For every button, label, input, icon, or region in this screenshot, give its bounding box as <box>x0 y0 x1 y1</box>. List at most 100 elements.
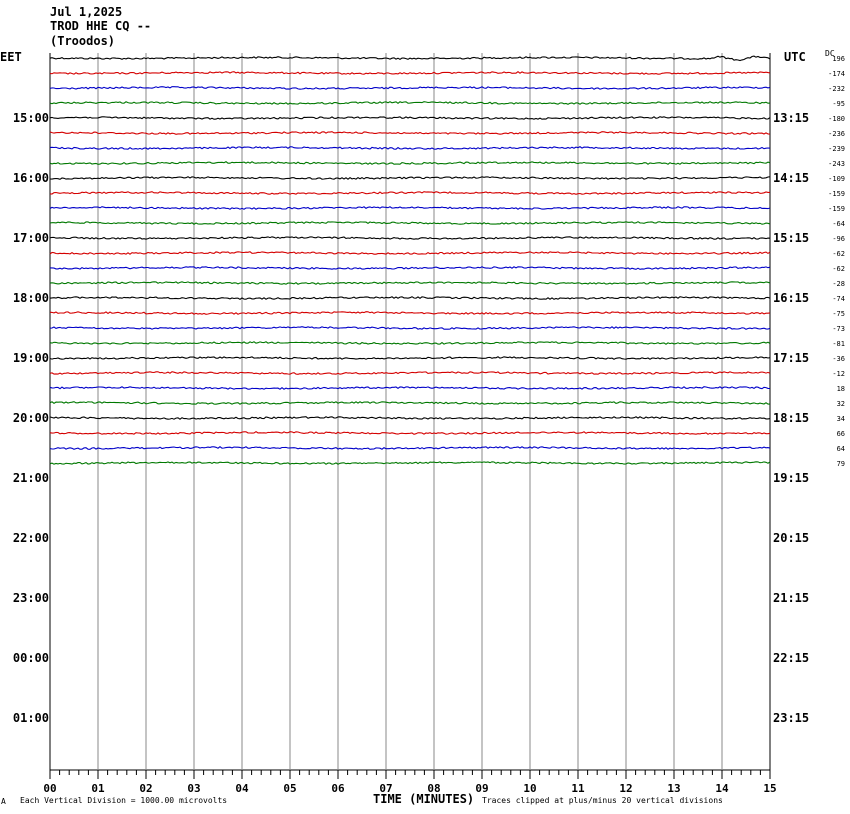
date-label: Jul 1,2025 <box>50 5 123 19</box>
location-label: (Troodos) <box>50 34 116 48</box>
seismic-trace <box>49 191 770 195</box>
seismic-trace <box>49 101 771 105</box>
seismic-trace <box>49 326 771 330</box>
x-tick-label: 06 <box>331 782 345 795</box>
dc-offset-label: -236 <box>828 130 845 138</box>
dc-offset-label: -62 <box>832 250 845 258</box>
dc-offset-label: -12 <box>832 370 845 378</box>
seismic-trace <box>49 296 771 300</box>
seismic-trace <box>49 371 771 375</box>
dc-offset-label: -232 <box>828 85 845 93</box>
seismic-trace <box>49 131 771 135</box>
right-hour-label: 14:15 <box>773 171 809 185</box>
x-axis-title: TIME (MINUTES) <box>373 792 475 806</box>
seismic-trace <box>49 311 771 315</box>
dc-offset-label: -36 <box>832 355 845 363</box>
seismic-trace <box>50 266 771 270</box>
seismic-trace <box>49 71 771 75</box>
scale-note: Each Vertical Division = 1000.00 microvo… <box>20 796 228 805</box>
left-hour-label: 00:00 <box>13 651 49 665</box>
tz-left-label: EET <box>0 50 22 64</box>
clip-note: Traces clipped at plus/minus 20 vertical… <box>482 796 723 805</box>
seismic-trace <box>49 461 771 465</box>
dc-offset-label: 32 <box>837 400 845 408</box>
dc-offset-label: -159 <box>828 190 845 198</box>
dc-offset-label: 18 <box>837 385 845 393</box>
dc-offset-label: 64 <box>837 445 845 453</box>
x-tick-label: 08 <box>427 782 440 795</box>
dc-offset-label: -109 <box>828 175 845 183</box>
dc-offset-label: -243 <box>828 160 845 168</box>
dc-offset-label: 196 <box>832 55 845 63</box>
dc-offset-label: -62 <box>832 265 845 273</box>
left-hour-label: 23:00 <box>13 591 49 605</box>
dc-offset-label: -96 <box>832 235 845 243</box>
dc-offset-label: -64 <box>832 220 845 228</box>
seismic-trace <box>49 236 771 240</box>
dc-offset-label: -28 <box>832 280 845 288</box>
right-hour-label: 18:15 <box>773 411 809 425</box>
dc-header-label: DC <box>825 49 835 58</box>
seismic-trace <box>49 281 771 285</box>
right-hour-label: 17:15 <box>773 351 809 365</box>
x-tick-label: 07 <box>379 782 392 795</box>
left-hour-label: 19:00 <box>13 351 49 365</box>
x-tick-label: 04 <box>235 782 249 795</box>
x-tick-label: 14 <box>715 782 729 795</box>
x-tick-label: 09 <box>475 782 488 795</box>
dc-offset-label: -95 <box>832 100 845 108</box>
right-hour-label: 23:15 <box>773 711 809 725</box>
seismic-trace <box>49 146 771 150</box>
left-hour-label: 17:00 <box>13 231 49 245</box>
corner-mark: A <box>1 797 6 806</box>
left-hour-label: 20:00 <box>13 411 49 425</box>
seismic-trace <box>49 116 771 120</box>
seismic-trace <box>49 161 771 165</box>
right-hour-label: 21:15 <box>773 591 809 605</box>
left-hour-label: 21:00 <box>13 471 49 485</box>
seismic-trace <box>49 86 771 90</box>
station-label: TROD HHE CQ -- <box>50 19 152 33</box>
dc-offset-label: -159 <box>828 205 845 213</box>
x-tick-label: 00 <box>43 782 56 795</box>
seismic-trace <box>49 251 771 255</box>
left-hour-label: 22:00 <box>13 531 49 545</box>
left-hour-label: 01:00 <box>13 711 49 725</box>
x-tick-label: 03 <box>187 782 200 795</box>
seismic-trace <box>49 446 771 450</box>
seismic-trace <box>49 416 771 420</box>
x-tick-label: 01 <box>91 782 105 795</box>
dc-offset-label: -174 <box>828 70 845 78</box>
dc-offset-label: 34 <box>837 415 845 423</box>
seismic-trace <box>49 401 770 405</box>
x-tick-label: 12 <box>619 782 632 795</box>
dc-offset-label: -75 <box>832 310 845 318</box>
seismic-trace <box>49 55 771 62</box>
dc-offset-label: 66 <box>837 430 845 438</box>
x-tick-label: 11 <box>571 782 585 795</box>
dc-offset-label: -180 <box>828 115 845 123</box>
dc-offset-label: 79 <box>837 460 845 468</box>
right-hour-label: 13:15 <box>773 111 809 125</box>
seismic-trace <box>49 431 771 435</box>
right-hour-label: 20:15 <box>773 531 809 545</box>
right-hour-label: 22:15 <box>773 651 809 665</box>
x-tick-label: 13 <box>667 782 680 795</box>
seismic-trace <box>49 176 771 180</box>
seismic-trace <box>49 386 771 390</box>
left-hour-label: 16:00 <box>13 171 49 185</box>
tz-right-label: UTC <box>784 50 806 64</box>
seismic-trace <box>49 341 771 345</box>
right-hour-label: 15:15 <box>773 231 809 245</box>
right-hour-label: 16:15 <box>773 291 809 305</box>
left-hour-label: 15:00 <box>13 111 49 125</box>
dc-offset-label: -74 <box>832 295 845 303</box>
seismic-trace <box>49 221 771 225</box>
seismic-trace <box>49 206 771 210</box>
dc-offset-label: -73 <box>832 325 845 333</box>
seismic-trace <box>49 356 771 360</box>
right-hour-label: 19:15 <box>773 471 809 485</box>
x-tick-label: 02 <box>139 782 152 795</box>
left-hour-label: 18:00 <box>13 291 49 305</box>
